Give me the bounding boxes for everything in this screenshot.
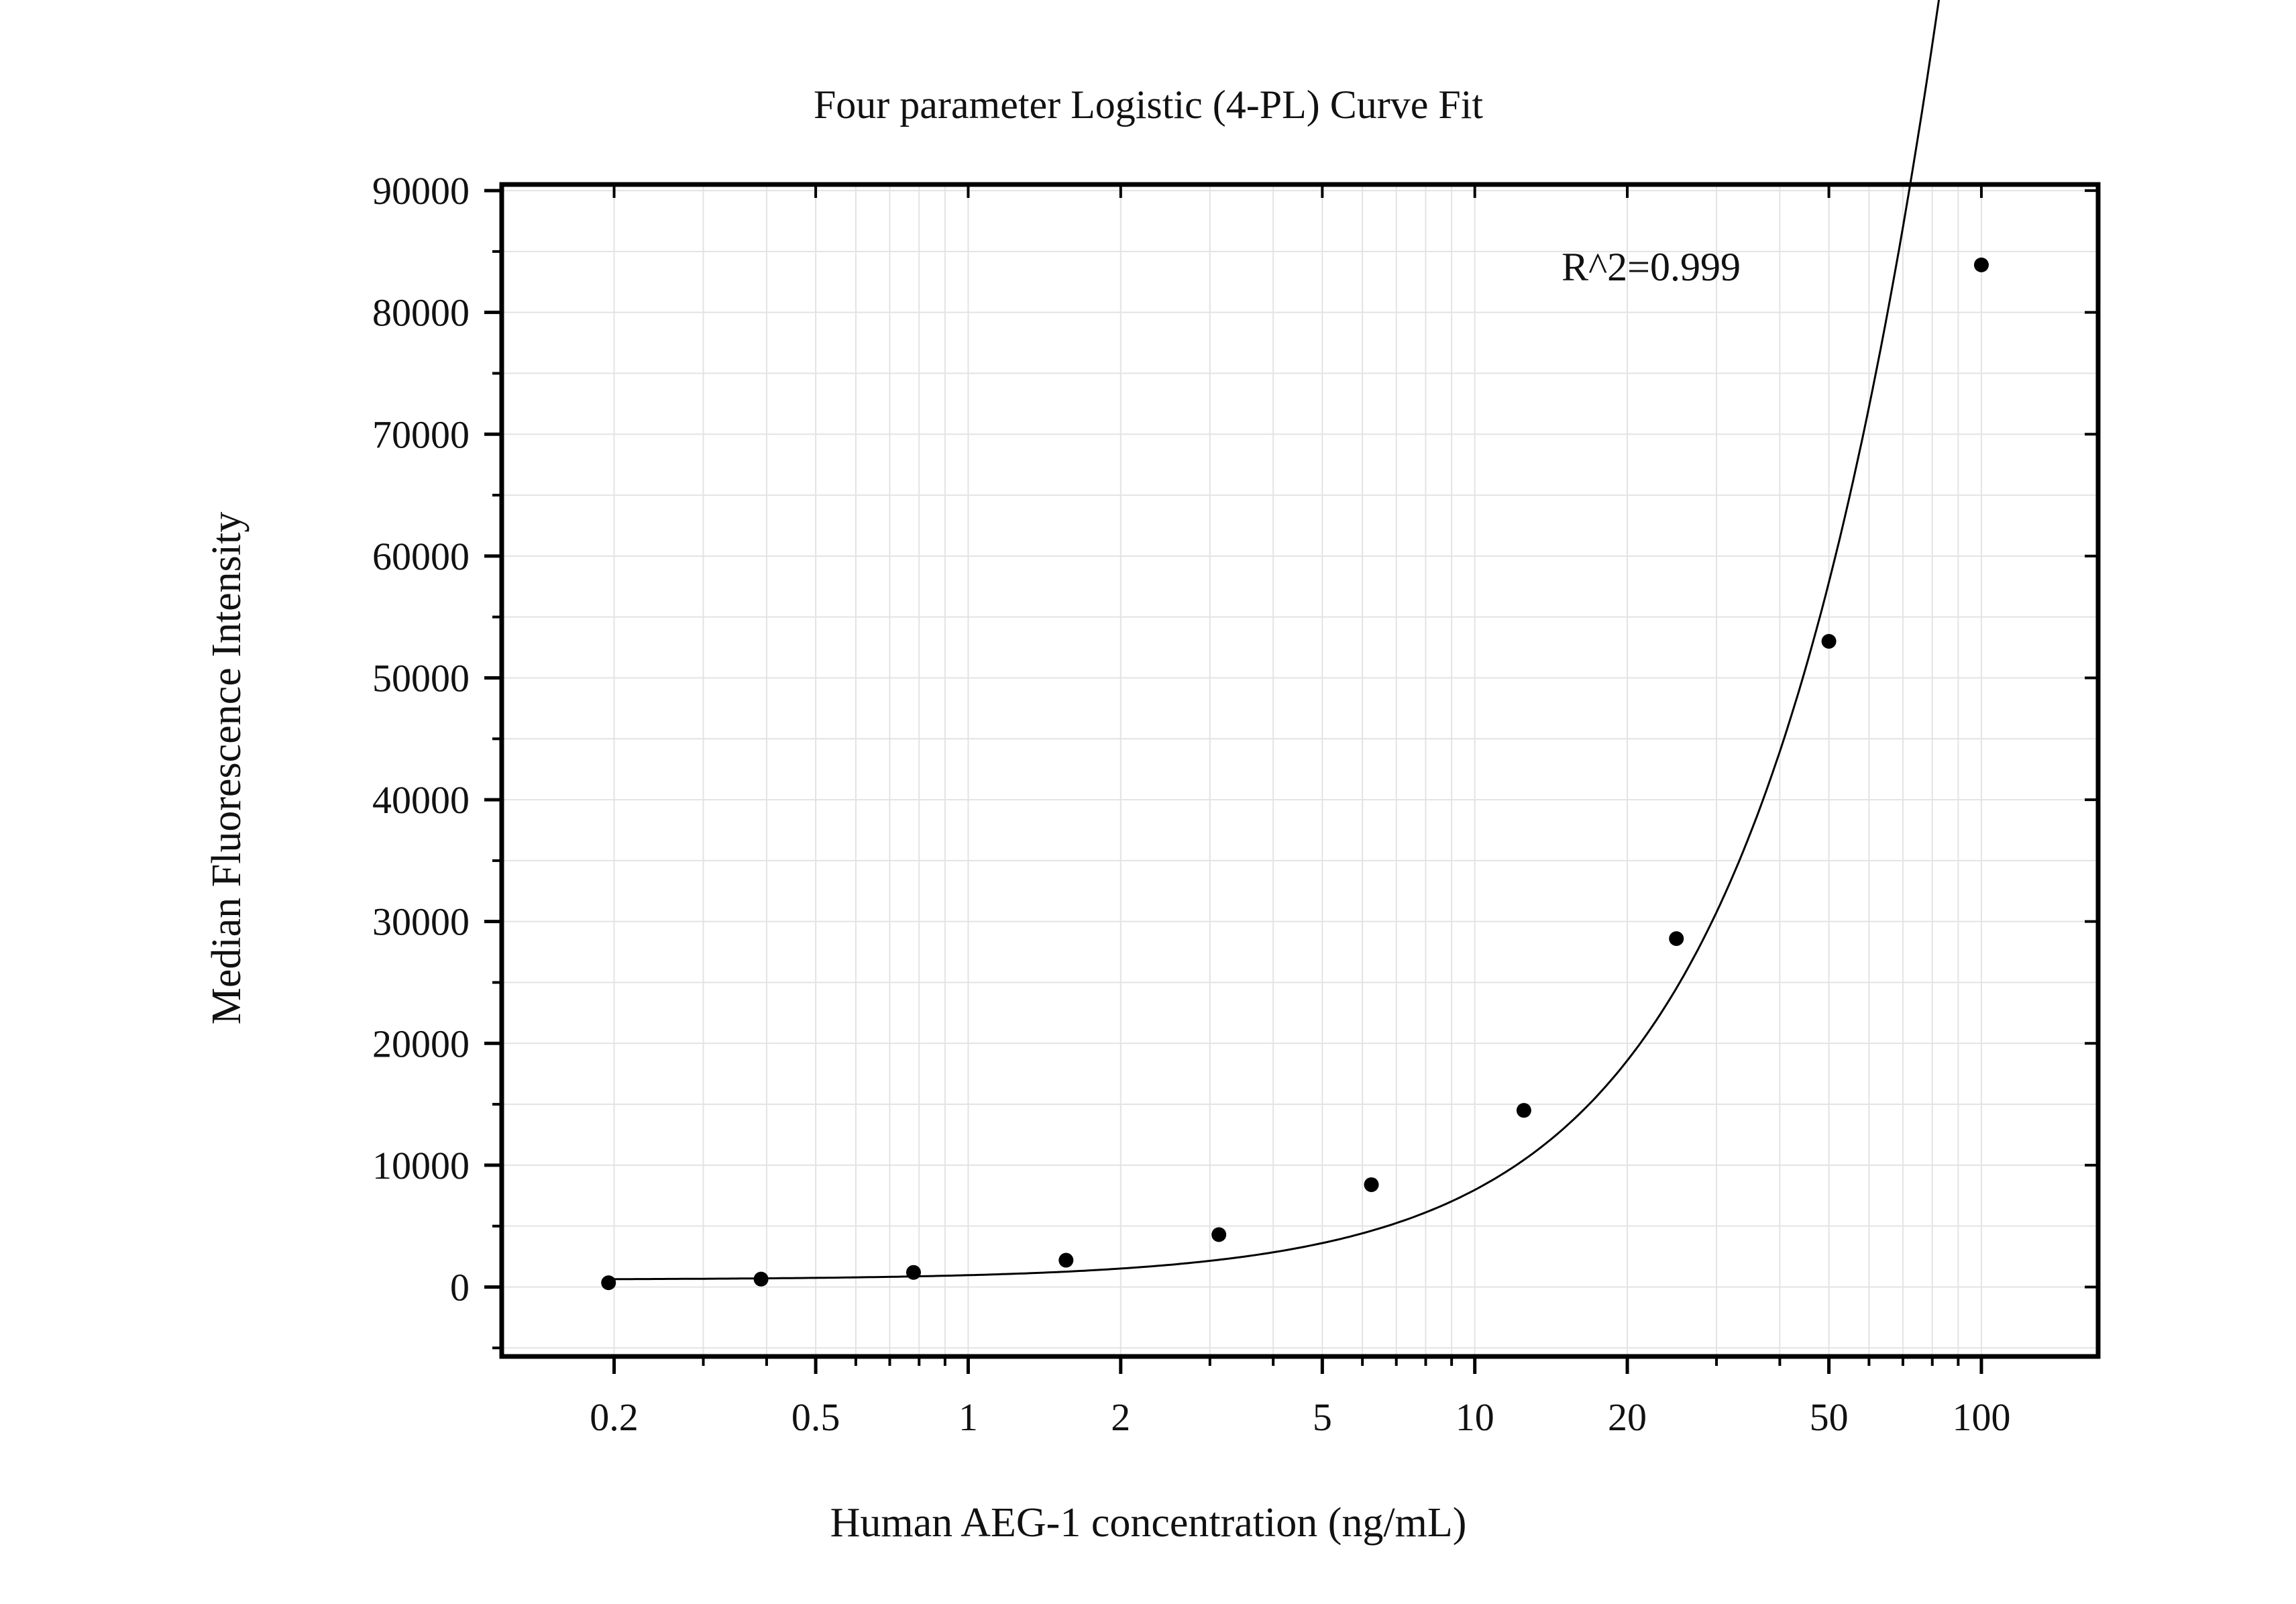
y-tick-label: 40000 — [372, 778, 470, 822]
data-point — [1516, 1103, 1531, 1118]
chart-title: Four parameter Logistic (4-PL) Curve Fit — [814, 83, 1483, 127]
data-point — [1058, 1252, 1074, 1268]
tick-marks — [484, 184, 2098, 1374]
data-point — [1821, 634, 1837, 649]
data-point — [1211, 1227, 1227, 1242]
y-tick-label: 50000 — [372, 656, 470, 700]
y-tick-label: 10000 — [372, 1144, 470, 1187]
data-points-layer — [601, 257, 1989, 1291]
y-tick-label: 20000 — [372, 1022, 470, 1065]
x-axis-label: Human AEG-1 concentration (ng/mL) — [830, 1500, 1467, 1546]
y-tick-label: 70000 — [372, 413, 470, 456]
x-tick-label: 10 — [1456, 1395, 1494, 1439]
data-point — [1364, 1177, 1379, 1192]
grid-lines — [502, 184, 2098, 1356]
x-tick-label: 50 — [1810, 1395, 1849, 1439]
x-tick-label: 0.2 — [590, 1395, 639, 1439]
y-axis-label: Median Fluorescence Intensity — [204, 512, 250, 1024]
data-point — [753, 1271, 769, 1287]
r-squared-annotation: R^2=0.999 — [1562, 245, 1741, 289]
data-point — [1973, 257, 1989, 272]
x-tick-label: 5 — [1313, 1395, 1332, 1439]
y-tick-label: 80000 — [372, 291, 470, 335]
y-tick-label: 30000 — [372, 900, 470, 944]
x-tick-label: 20 — [1608, 1395, 1647, 1439]
data-point — [906, 1265, 921, 1280]
axes — [499, 182, 2101, 1359]
x-tick-label: 1 — [959, 1395, 978, 1439]
y-tick-label: 0 — [450, 1265, 470, 1309]
data-point — [1669, 931, 1684, 947]
fit-curve-layer — [608, 0, 1940, 1281]
x-tick-label: 2 — [1111, 1395, 1130, 1439]
data-point — [601, 1275, 616, 1291]
tick-labels: 0 10000 20000 30000 40000 50000 60000 70000 8000… — [372, 169, 2010, 1439]
x-tick-label: 100 — [1952, 1395, 2010, 1439]
x-tick-label: 0.5 — [791, 1395, 840, 1439]
fit-curve — [608, 0, 1940, 1281]
y-tick-label: 60000 — [372, 535, 470, 578]
plot-frame — [499, 182, 2101, 1359]
y-tick-label: 90000 — [372, 169, 470, 213]
